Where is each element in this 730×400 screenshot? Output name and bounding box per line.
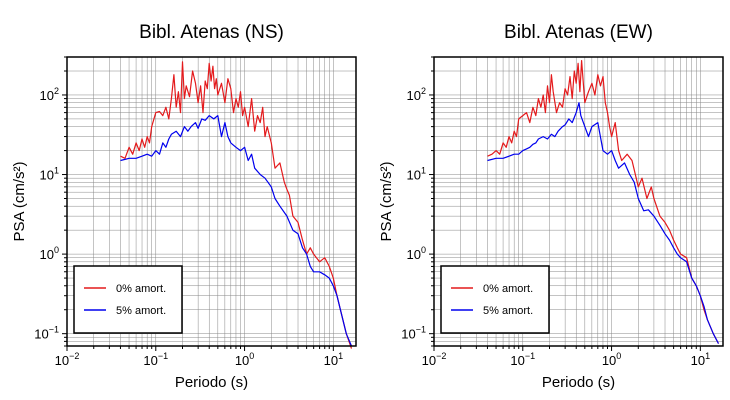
y-axis-label: PSA (cm/s²): [11, 161, 28, 241]
chart-title: Bibl. Atenas (EW): [504, 22, 653, 43]
legend-label-0: 0% amort.: [116, 283, 166, 295]
plot-frame: [66, 56, 357, 347]
plot-frame: [433, 56, 724, 347]
x-tick-label: 101: [691, 351, 710, 368]
series-line-1: [120, 114, 353, 347]
x-tick-label: 10−1: [510, 351, 535, 368]
chart-panel-1: 10−2 10−1 100 101 10−1 100 101 102 0% amort. 5% a…: [378, 22, 724, 391]
y-tick-label: 102: [40, 86, 59, 103]
legend: 0% amort. 5% amort.: [440, 265, 550, 334]
legend-label-1: 5% amort.: [483, 305, 533, 317]
legend-box: [440, 265, 550, 334]
y-tick-label: 10−1: [401, 325, 426, 342]
legend-label-1: 5% amort.: [116, 305, 166, 317]
series-line-0: [120, 61, 353, 349]
y-tick-label: 10−1: [34, 325, 59, 342]
x-tick-label: 10−1: [143, 351, 168, 368]
x-axis-label: Periodo (s): [175, 374, 248, 391]
y-tick-label: 101: [40, 166, 59, 183]
legend: 0% amort. 5% amort.: [73, 265, 183, 334]
x-axis-label: Periodo (s): [542, 374, 615, 391]
x-tick-label: 100: [235, 351, 254, 368]
y-tick-label: 101: [407, 166, 426, 183]
series-line-1: [487, 102, 720, 344]
y-tick-label: 100: [40, 245, 59, 262]
x-tick-label: 10−2: [422, 351, 447, 368]
y-tick-label: 100: [407, 245, 426, 262]
y-axis-label: PSA (cm/s²): [378, 161, 395, 241]
x-tick-label: 100: [602, 351, 621, 368]
series-line-0: [487, 59, 720, 344]
legend-box: [73, 265, 183, 334]
x-tick-label: 101: [324, 351, 343, 368]
x-tick-label: 10−2: [55, 351, 80, 368]
chart-panel-0: 10−2 10−1 100 101 10−1 100 101 102 0% amort. 5% a…: [11, 22, 357, 391]
legend-label-0: 0% amort.: [483, 283, 533, 295]
chart-title: Bibl. Atenas (NS): [139, 22, 284, 43]
y-tick-label: 102: [407, 86, 426, 103]
